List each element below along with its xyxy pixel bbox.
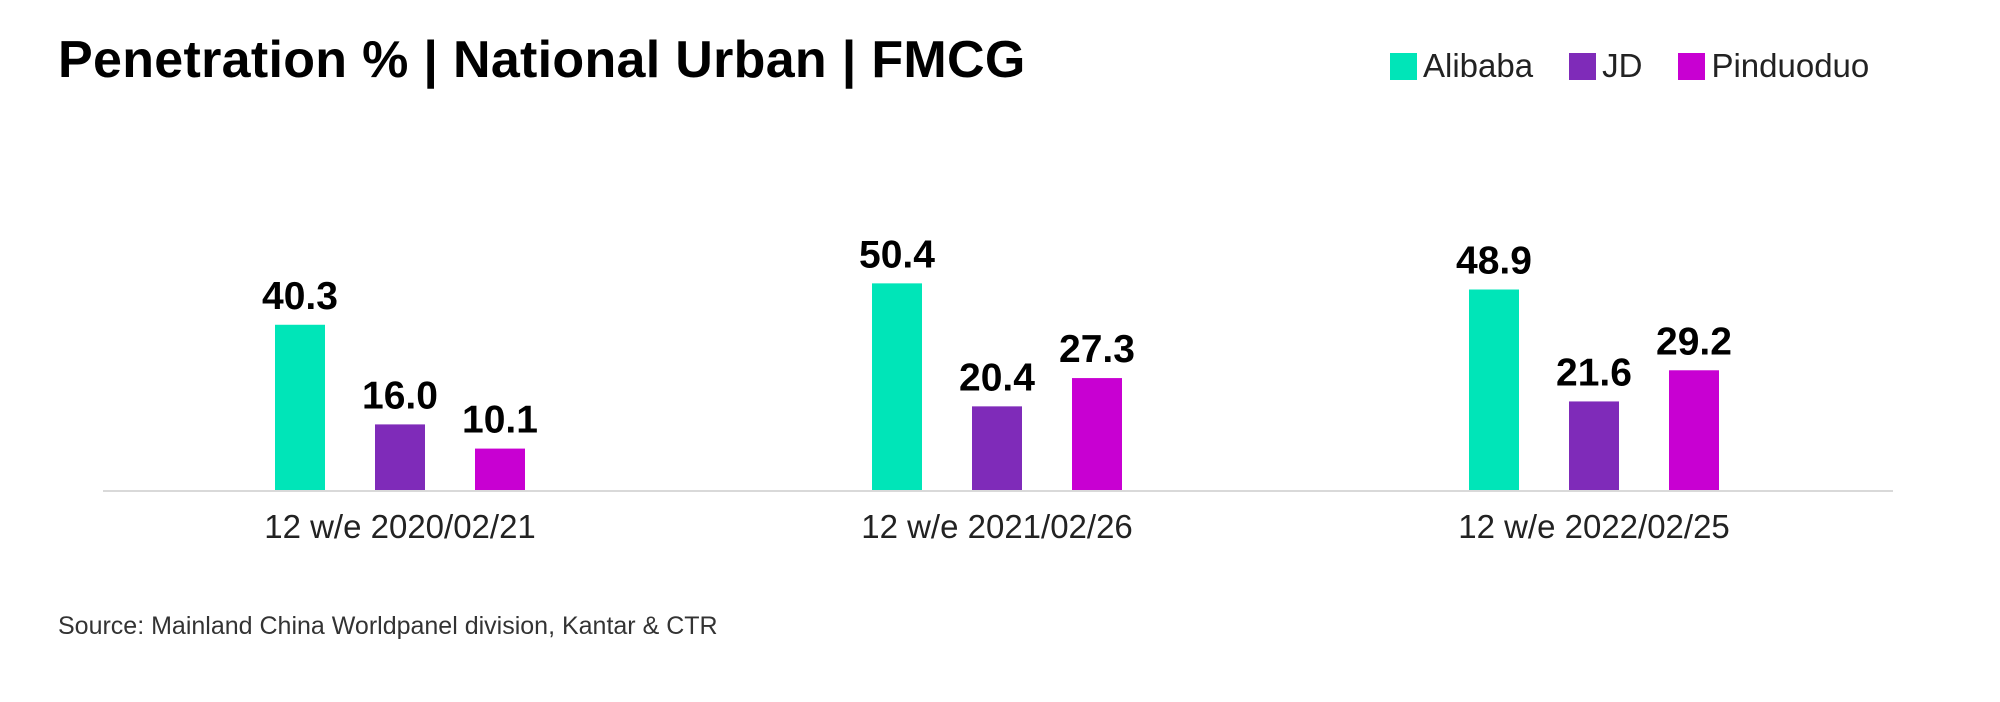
bar-jd-2 [972, 406, 1022, 490]
legend-item-pinduoduo: Pinduoduo [1678, 47, 1869, 85]
bar-alibaba-3 [1469, 289, 1519, 490]
data-label-alibaba-2: 50.4 [859, 233, 935, 276]
data-label-pinduoduo-2: 27.3 [1059, 328, 1135, 371]
data-label-jd-1: 16.0 [362, 374, 438, 417]
bar-jd-1 [375, 424, 425, 490]
data-label-alibaba-3: 48.9 [1456, 240, 1532, 283]
legend-swatch-jd [1569, 52, 1597, 80]
bar-alibaba-2 [872, 283, 922, 490]
x-tick-label-3: 12 w/e 2022/02/25 [1458, 508, 1730, 545]
data-label-pinduoduo-1: 10.1 [462, 399, 538, 442]
legend-item-jd: JD [1569, 47, 1642, 85]
bar-pinduoduo-1 [475, 448, 525, 490]
bar-pinduoduo-2 [1072, 378, 1122, 490]
data-label-pinduoduo-3: 29.2 [1656, 320, 1732, 363]
bar-pinduoduo-3 [1669, 370, 1719, 490]
legend-item-alibaba: Alibaba [1390, 47, 1533, 85]
legend-label-alibaba: Alibaba [1423, 47, 1534, 84]
data-label-jd-2: 20.4 [959, 356, 1035, 399]
legend-label-pinduoduo: Pinduoduo [1711, 47, 1870, 84]
data-label-jd-3: 21.6 [1556, 351, 1632, 394]
x-tick-label-2: 12 w/e 2021/02/26 [861, 508, 1133, 545]
legend: Alibaba JD Pinduoduo [1390, 47, 1869, 85]
chart-title: Penetration % | National Urban | FMCG [58, 31, 1026, 89]
x-tick-label-1: 12 w/e 2020/02/21 [264, 508, 536, 545]
legend-swatch-pinduoduo [1678, 52, 1706, 80]
legend-swatch-alibaba [1390, 52, 1417, 80]
bar-jd-3 [1569, 401, 1619, 490]
legend-label-jd: JD [1602, 47, 1643, 84]
bar-alibaba-1 [275, 324, 325, 490]
data-label-alibaba-1: 40.3 [262, 275, 338, 318]
source-note: Source: Mainland China Worldpanel divisi… [58, 612, 718, 640]
